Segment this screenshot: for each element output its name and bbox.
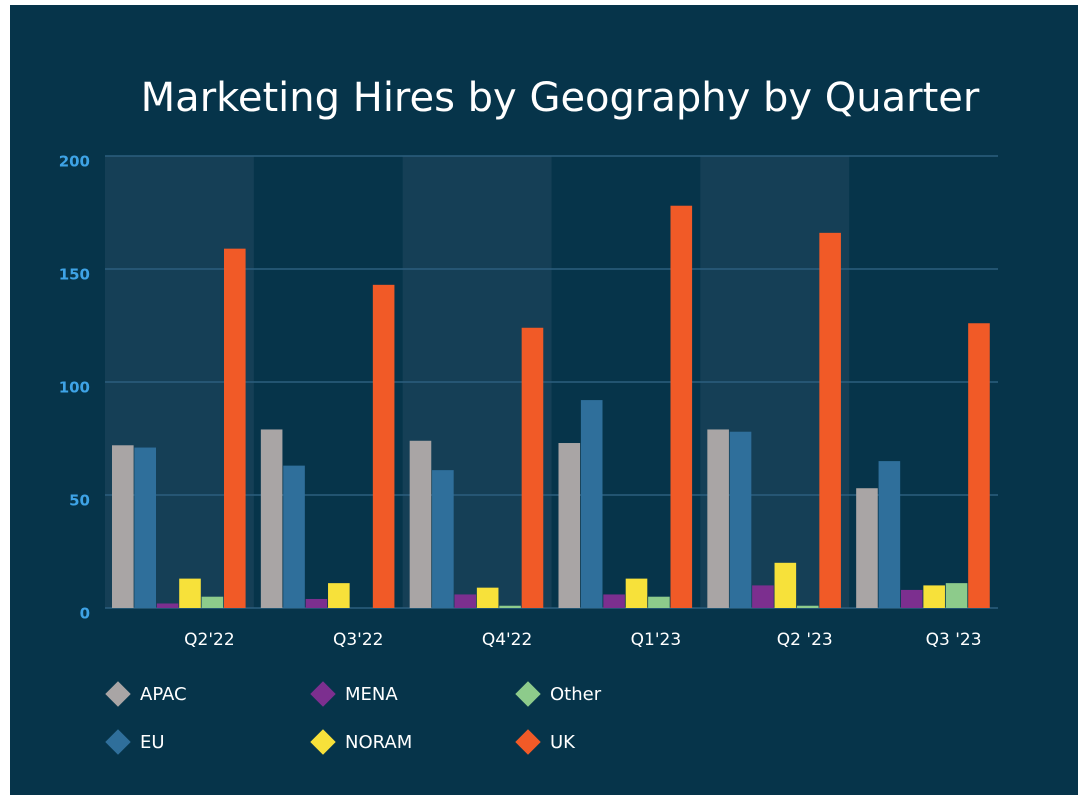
y-tick-label: 0 [80,605,90,623]
bar [201,596,224,608]
legend-label: Other [550,684,602,705]
legend-marker [515,681,541,707]
bar [752,585,774,608]
legend-label: APAC [140,684,187,705]
x-tick-label: Q1'23 [631,630,682,650]
y-tick-label: 50 [69,492,90,510]
bar [328,583,350,608]
bar [878,461,901,608]
bar [409,440,432,608]
bar [432,470,454,608]
bar [774,562,797,608]
bar [856,488,878,608]
legend-label: UK [550,732,576,753]
bar [499,605,521,608]
bar [372,284,395,608]
bar [283,465,305,608]
x-tick-label: Q4'22 [482,630,533,650]
bar [179,578,201,608]
bar [260,429,283,608]
y-tick-label: 100 [59,379,90,397]
legend-marker [310,681,336,707]
x-tick-label: Q2 '23 [777,630,833,650]
legend-label: NORAM [345,732,412,753]
bar [648,596,670,608]
bar [305,598,328,608]
bar [670,205,693,608]
x-tick-label: Q2'22 [184,630,235,650]
bar [224,248,246,608]
chart-title: Marketing Hires by Geography by Quarter [141,75,980,121]
y-tick-label: 200 [59,153,90,171]
bar [156,603,179,608]
bar [796,605,819,608]
legend-marker [105,729,131,755]
x-tick-label: Q3 '23 [926,630,982,650]
bar [558,443,581,608]
bar [900,589,923,608]
bar [112,445,134,608]
bar [521,327,544,608]
x-tick-label: Q3'22 [333,630,384,650]
legend-marker [310,729,336,755]
bar [476,587,499,608]
bar [819,232,841,608]
bar [603,594,625,608]
bar [580,400,603,608]
bar [945,583,968,608]
bar [134,447,156,608]
bar [625,578,648,608]
bar [968,323,990,608]
bar [923,585,945,608]
legend-marker [515,729,541,755]
legend-label: EU [140,732,165,753]
bar [707,429,729,608]
bar [729,431,752,608]
bar [454,594,477,608]
legend-label: MENA [345,684,398,705]
legend-marker [105,681,131,707]
y-tick-label: 150 [59,266,90,284]
